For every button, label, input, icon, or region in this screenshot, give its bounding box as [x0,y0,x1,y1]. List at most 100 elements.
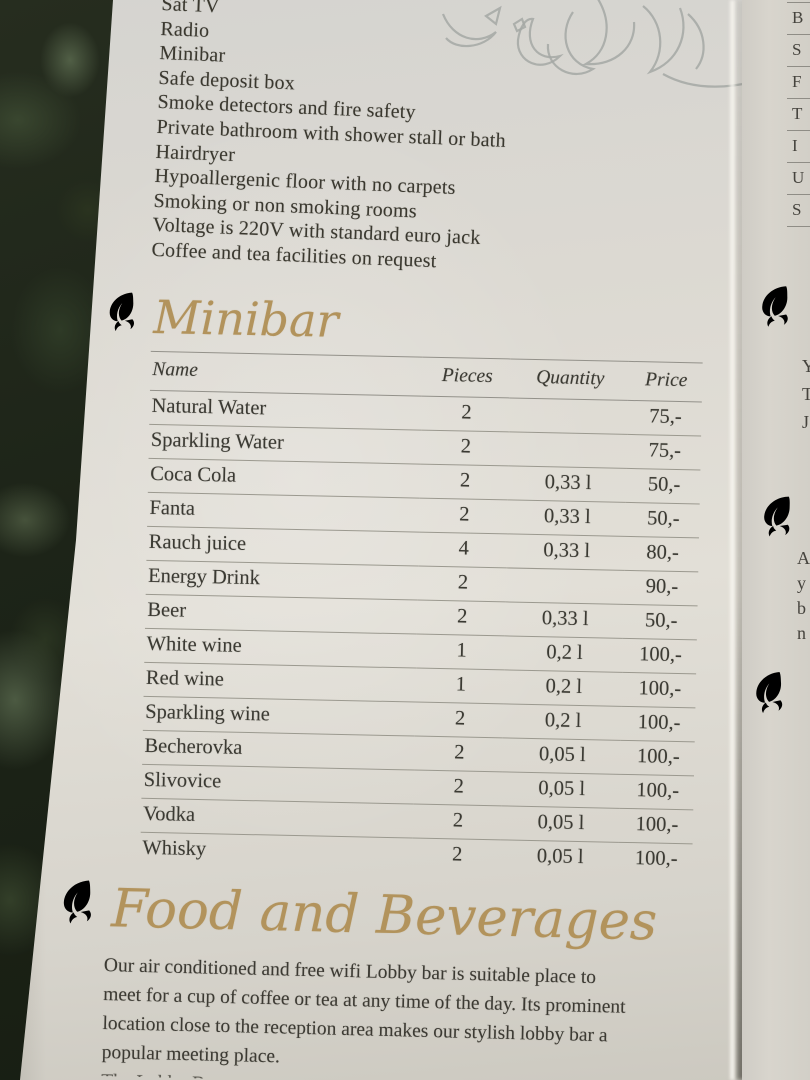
letter-fragment: n [797,623,806,643]
minibar-table: Name Pieces Quantity Price Natural Water… [140,351,703,877]
cell-price: 100,- [634,847,678,871]
leaf-fleuron-icon [750,669,794,716]
letter-fragment: S [792,200,802,219]
cell-price: 50,- [625,468,701,505]
cell-price: 75,- [627,400,702,437]
cell-price: 80,- [624,536,699,573]
cell-pieces: 2 [414,736,503,773]
cell-pieces: 2 [419,498,508,535]
letter-fragment: b [797,598,806,618]
letter-fragment: y [797,573,806,593]
cell-quantity: 0,2 l [502,704,622,741]
cell-quantity: 0,33 l [504,602,624,639]
cell-price: 50,- [624,502,700,539]
cell-quantity: 0,33 l [507,500,626,537]
letter-fragment: T [792,104,803,123]
cell-quantity: 0,33 l [507,466,627,503]
cell-pieces: 2 [417,566,507,603]
table-line-fragment [787,2,810,3]
letter-fragment: S [792,40,802,59]
cell-pieces: 1 [415,668,505,705]
leaf-fleuron-icon [58,877,103,925]
cell-pieces: 2 [419,464,509,501]
leaf-fleuron-icon [104,290,145,334]
cell-price: 100,- [619,774,694,811]
cell-name: Sparkling wine [142,696,416,737]
cell-quantity: 0,05 l [502,738,621,775]
cell-name: Red wine [143,662,417,703]
col-header-quantity: Quantity [509,359,629,401]
table-line-fragment [787,66,810,67]
cell-name: Sparkling Water [148,424,422,465]
cell-quantity: 0,05 l [536,845,584,869]
cell-price: 100,- [621,672,697,709]
cell-pieces: 2 [412,804,502,841]
cell-name: Whisky [142,837,207,861]
cell-quantity [508,432,628,469]
cell-price: 100,- [622,638,697,675]
letter-fragment: I [792,136,798,155]
letter-fragment: T [802,384,810,404]
page-fold-highlight [730,0,735,1080]
letter-fragment: B [792,8,804,27]
cell-name: Beer [144,594,418,635]
cell-pieces: 2 [420,430,510,467]
cell-name: Coca Cola [147,458,421,499]
food-heading-row: Food and Beverages [58,877,742,953]
col-header-name: Name [149,351,423,397]
cell-pieces: 2 [416,600,506,637]
col-header-price: Price [627,361,703,403]
cell-quantity: 0,05 l [501,772,621,809]
cell-quantity: 0,05 l [500,806,620,843]
cell-pieces: 1 [416,634,505,671]
cell-pieces: 4 [418,532,508,569]
table-line-fragment [787,194,810,195]
table-line-fragment [787,98,810,99]
food-paragraph: Our air conditioned and free wifi Lobby … [101,951,740,1080]
cell-pieces: 2 [421,396,510,433]
cell-name: Fanta [147,492,420,533]
cell-name: Becherovka [142,730,415,771]
cell-price: 100,- [620,706,696,743]
letter-fragment: U [792,168,805,187]
minibar-section: Minibar Name Pieces Quantity Price Natur… [96,289,718,878]
cell-price: 100,- [620,740,695,777]
cell-pieces: 2 [413,770,503,807]
cell-name: Energy Drink [145,560,419,601]
cell-quantity [509,398,628,435]
cell-name: Natural Water [149,390,422,431]
cell-price: 100,- [618,808,694,845]
cell-quantity: 0,2 l [503,670,623,707]
cell-pieces: 2 [414,702,504,739]
col-header-pieces: Pieces [421,357,511,399]
cell-pieces: 2 [451,843,463,866]
amenities-list: Sat TV Radio Minibar Safe deposit box Sm… [151,0,511,276]
leaf-fleuron-icon [757,283,799,329]
table-line-fragment [787,162,810,163]
flourish-ornament-icon [441,0,754,88]
letter-fragment: Y [802,356,810,376]
food-beverages-title: Food and Beverages [110,878,658,953]
table-line-fragment [787,130,810,131]
leaf-fleuron-icon [759,494,800,539]
letter-fragment: F [792,72,802,91]
cell-name: Slivovice [141,764,415,805]
adjacent-page-strip: B S F T I U S Y T J A y b n [742,0,810,1080]
cell-price: 90,- [623,570,699,607]
table-line-fragment [787,34,810,35]
letter-fragment: A [797,548,810,568]
cell-quantity [505,568,625,605]
cell-quantity: 0,33 l [506,534,625,571]
food-beverages-section: Food and Beverages Our air conditioned a… [57,877,742,1080]
cell-name: White wine [144,628,417,669]
cell-quantity: 0,2 l [504,636,623,673]
cell-price: 50,- [622,604,698,641]
minibar-heading-row: Minibar [104,289,718,353]
letter-fragment: J [802,412,810,432]
table-line-fragment [787,226,810,227]
cell-name: Rauch juice [146,526,420,567]
minibar-title: Minibar [152,289,340,348]
cell-name: Vodka [140,798,414,839]
